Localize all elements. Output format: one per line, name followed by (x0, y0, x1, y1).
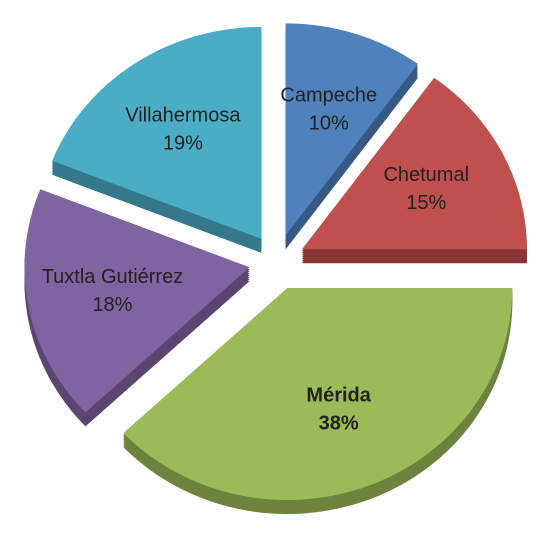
slice-top (24, 189, 250, 413)
slice-top (123, 288, 513, 501)
slice-label: Tuxtla Gutiérrez (42, 266, 184, 288)
slice-value-label: 10% (309, 113, 349, 135)
slice-top (301, 77, 527, 250)
slice (301, 77, 527, 264)
slice-value-label: 15% (406, 192, 446, 214)
slice-label: Chetumal (383, 164, 469, 186)
slice (123, 288, 513, 515)
slice (52, 26, 262, 253)
slice-label: Villahermosa (125, 104, 241, 126)
slice-top (52, 26, 262, 239)
slice-value-label: 19% (163, 132, 203, 154)
slice (24, 189, 250, 427)
slice-value-label: 38% (319, 413, 359, 435)
slice (285, 23, 418, 250)
slice-label: Campeche (280, 85, 377, 107)
slice-label: Mérida (306, 385, 371, 407)
slice-value-label: 18% (92, 294, 132, 316)
slice-top (285, 23, 418, 236)
